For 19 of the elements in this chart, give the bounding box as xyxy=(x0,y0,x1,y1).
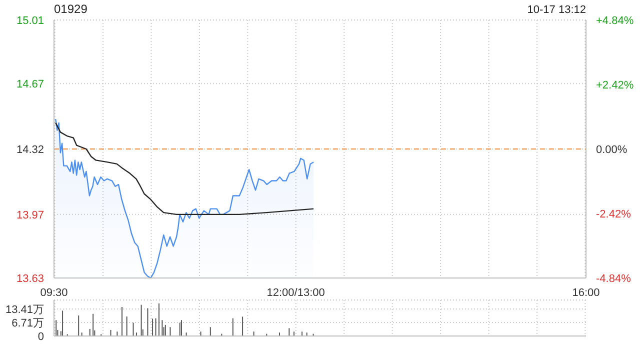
y2-tick-label: +4.84% xyxy=(596,15,634,27)
line-series xyxy=(55,122,314,216)
x-tick-label: 12:00/13:00 xyxy=(266,287,325,299)
y-tick-label: 15.01 xyxy=(16,15,44,27)
y2-tick-label: -4.84% xyxy=(596,273,632,285)
y-tick-label: 0 xyxy=(38,331,44,343)
x-tick-label: 16:00 xyxy=(572,287,600,299)
y2-tick-label: 0.00% xyxy=(596,144,628,156)
y-tick-label: 13.63 xyxy=(16,273,44,285)
y-tick-label: 13.41万 xyxy=(5,304,44,316)
y2-tick-label: -2.42% xyxy=(596,208,632,220)
y-tick-label: 6.71万 xyxy=(12,317,44,330)
x-tick-label: 09:30 xyxy=(40,287,68,299)
y2-tick-label: +2.42% xyxy=(596,80,634,92)
y-tick-label: 14.32 xyxy=(16,144,44,156)
chart-title: 01929 xyxy=(54,2,88,16)
y-tick-label: 13.97 xyxy=(16,209,44,222)
y-tick-label: 14.67 xyxy=(16,78,44,91)
text: 10-17 13:12 xyxy=(527,4,586,16)
